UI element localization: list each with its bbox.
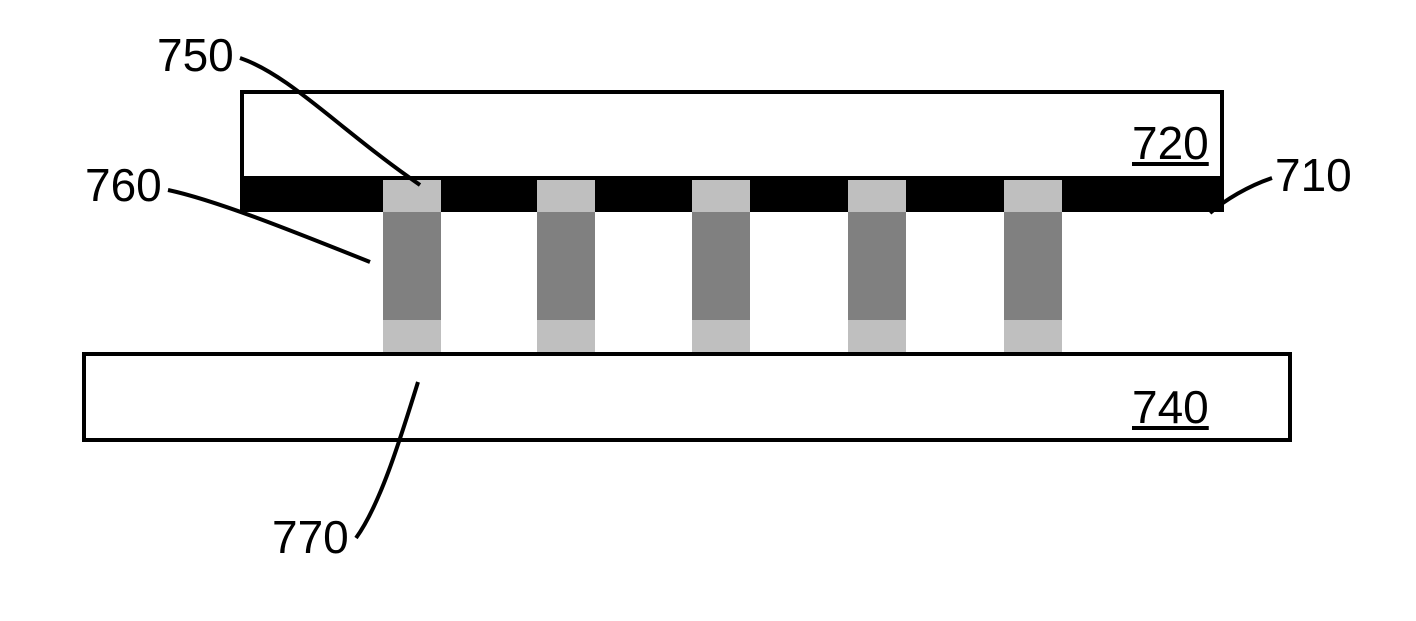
pillar (537, 0, 595, 621)
black-strip-segment (595, 180, 692, 212)
label-710: 710 (1275, 148, 1352, 202)
pillar-mid-760 (537, 212, 595, 320)
diagram-canvas: 750 760 770 720 740 710 (0, 0, 1416, 621)
label-740: 740 (1132, 380, 1209, 434)
pillar-mid-760 (692, 212, 750, 320)
pillar-top-750 (692, 180, 750, 212)
pillar-mid-760 (383, 212, 441, 320)
pillar (692, 0, 750, 621)
label-750: 750 (157, 28, 234, 82)
pillar-mid-760 (1004, 212, 1062, 320)
label-720: 720 (1132, 116, 1209, 170)
pillar (1004, 0, 1062, 621)
black-strip-segment (906, 180, 1004, 212)
black-strip-segment (750, 180, 848, 212)
black-strip-segment (440, 180, 537, 212)
pillar-top-750 (848, 180, 906, 212)
black-strip-segment (1062, 180, 1224, 212)
pillar (383, 0, 441, 621)
label-760: 760 (85, 158, 162, 212)
pillar-top-750 (537, 180, 595, 212)
label-770: 770 (272, 510, 349, 564)
pillar-mid-760 (848, 212, 906, 320)
pillar (848, 0, 906, 621)
bottom-slab-740 (82, 352, 1292, 442)
pillar-top-750 (383, 180, 441, 212)
pillar-top-750 (1004, 180, 1062, 212)
black-strip-segment (240, 180, 383, 212)
